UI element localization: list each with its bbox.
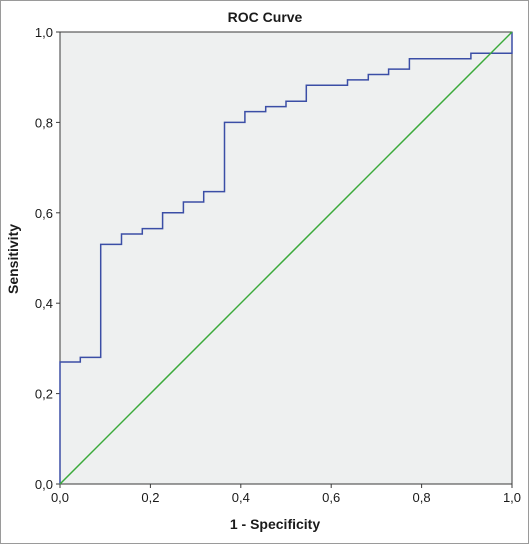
x-tick-label: 0,0 [51,490,69,505]
y-axis-label: Sensitivity [5,224,21,294]
x-tick-label: 0,4 [232,490,250,505]
y-tick-label: 0,2 [35,387,53,402]
series-group [59,31,513,485]
x-tick-label: 1,0 [503,490,521,505]
axis-ticks: 0,0 0,2 0,4 0,6 0,8 1,0 0,0 0,2 0,4 0,6 0,8 1,0 [35,25,521,505]
x-axis-label: 1 - Specificity [230,516,320,532]
x-tick-label: 0,8 [413,490,431,505]
y-tick-label: 1,0 [35,25,53,40]
roc-step-line [59,32,513,484]
x-tick-label: 0,2 [141,490,159,505]
x-tick-label: 0,6 [322,490,340,505]
y-tick-label: 0,6 [35,206,53,221]
y-tick-label: 0,0 [35,477,53,492]
reference-diagonal-line [59,31,513,485]
chart-title: ROC Curve [228,9,303,25]
y-tick-label: 0,4 [35,296,53,311]
y-tick-label: 0,8 [35,115,53,130]
